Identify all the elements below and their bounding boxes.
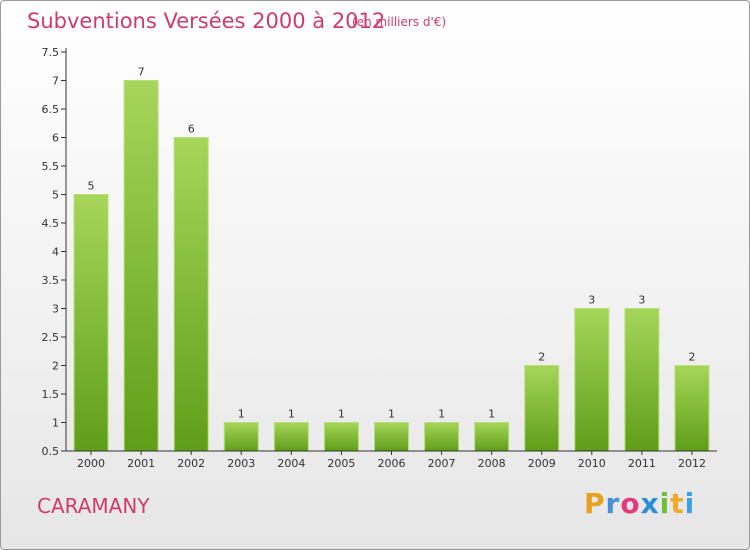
y-tick-label: 4 <box>52 246 59 259</box>
logo-letter: P <box>584 487 606 520</box>
bar <box>123 80 159 452</box>
x-tick-label: 2011 <box>628 457 656 470</box>
bar <box>424 422 460 452</box>
y-tick-label: 7.5 <box>42 46 60 59</box>
bar <box>674 365 710 452</box>
data-label: 3 <box>638 294 645 307</box>
x-tick-label: 2009 <box>528 457 556 470</box>
y-tick-label: 0.5 <box>42 445 60 458</box>
y-tick-label: 5 <box>52 189 59 202</box>
data-label: 7 <box>138 66 145 79</box>
x-tick-label: 2000 <box>77 457 105 470</box>
x-tick-label: 2010 <box>578 457 606 470</box>
x-tick-label: 2008 <box>478 457 506 470</box>
bar <box>223 422 259 452</box>
logo-letter: x <box>640 487 660 520</box>
bar <box>574 308 610 452</box>
commune-name: CARAMANY <box>37 494 150 518</box>
y-tick-label: 6.5 <box>42 103 60 116</box>
bar <box>524 365 560 452</box>
data-label: 6 <box>188 123 195 136</box>
bar <box>624 308 660 452</box>
data-label: 1 <box>488 408 495 421</box>
y-tick-label: 1 <box>52 417 59 430</box>
bar <box>474 422 510 452</box>
bar <box>73 194 109 452</box>
x-tick-label: 2002 <box>177 457 205 470</box>
x-tick-label: 2006 <box>378 457 406 470</box>
data-label: 2 <box>538 351 545 364</box>
logo-letter: i <box>684 487 696 520</box>
y-tick-label: 5.5 <box>42 160 60 173</box>
data-label: 1 <box>438 408 445 421</box>
y-tick-label: 3.5 <box>42 274 60 287</box>
bar <box>374 422 409 452</box>
y-tick-label: 3 <box>52 303 59 316</box>
x-tick-label: 2004 <box>277 457 305 470</box>
logo-letter: i <box>659 487 671 520</box>
data-label: 3 <box>588 294 595 307</box>
data-label: 2 <box>688 351 695 364</box>
proxiti-logo[interactable]: Proxiti <box>584 487 695 520</box>
logo-letter: t <box>670 487 685 520</box>
x-tick-label: 2007 <box>428 457 456 470</box>
data-label: 5 <box>88 180 95 193</box>
bar <box>323 422 359 452</box>
data-label: 1 <box>238 408 245 421</box>
data-label: 1 <box>388 408 395 421</box>
bar <box>273 422 309 452</box>
y-tick-label: 2.5 <box>42 331 60 344</box>
y-tick-label: 6 <box>52 132 59 145</box>
y-tick-label: 2 <box>52 360 59 373</box>
y-tick-label: 7 <box>52 75 59 88</box>
bar <box>173 137 209 452</box>
chart-subtitle: (en milliers d'€) <box>352 15 447 29</box>
chart-title: Subventions Versées 2000 à 2012 <box>27 9 386 33</box>
logo-letter: r <box>605 487 621 520</box>
x-tick-label: 2012 <box>678 457 706 470</box>
y-tick-label: 1.5 <box>42 388 60 401</box>
x-tick-label: 2003 <box>227 457 255 470</box>
data-label: 1 <box>288 408 295 421</box>
x-tick-label: 2005 <box>327 457 355 470</box>
x-tick-label: 2001 <box>127 457 155 470</box>
data-label: 1 <box>338 408 345 421</box>
logo-letter: o <box>620 487 641 520</box>
y-tick-label: 4.5 <box>42 217 60 230</box>
